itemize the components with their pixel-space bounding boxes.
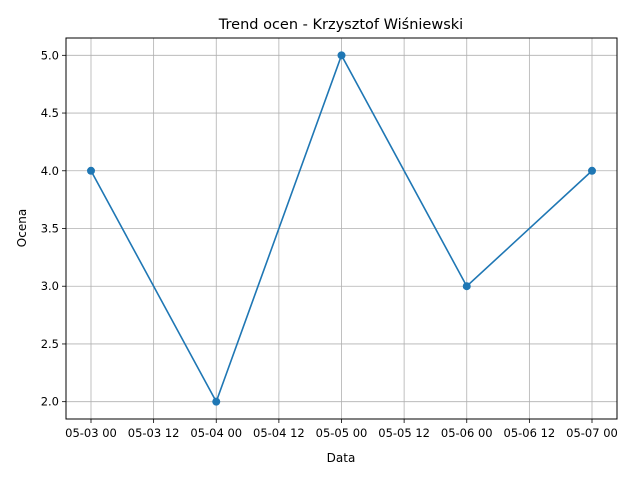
y-tick-label: 2.5 <box>41 337 59 351</box>
x-tick-label: 05-04 12 <box>253 426 305 440</box>
data-point <box>588 166 596 175</box>
grid <box>66 38 617 419</box>
chart-title: Trend ocen - Krzysztof Wiśniewski <box>218 17 463 33</box>
data-point <box>462 282 471 291</box>
y-axis-label: Ocena <box>15 209 29 247</box>
x-tick-label: 05-05 00 <box>316 426 368 440</box>
x-axis-label: Data <box>327 451 356 465</box>
series <box>87 51 596 406</box>
x-tick-label: 05-06 00 <box>441 426 493 440</box>
y-tick-label: 3.0 <box>41 279 59 293</box>
x-tick-label: 05-06 12 <box>504 426 556 440</box>
x-tick-label: 05-03 12 <box>128 426 180 440</box>
y-tick-label: 4.0 <box>41 164 59 178</box>
y-tick-label: 2.0 <box>41 395 59 409</box>
data-point <box>87 166 95 175</box>
x-tick-label: 05-03 00 <box>65 426 117 440</box>
y-tick-label: 4.5 <box>41 106 59 120</box>
data-point <box>212 397 221 406</box>
data-point <box>337 51 346 60</box>
y-tick-label: 3.5 <box>41 222 59 236</box>
y-axis-ticks: 2.0 2.5 3.0 3.5 4.0 4.5 5.0 <box>41 48 66 409</box>
x-tick-label: 05-04 00 <box>190 426 242 440</box>
y-tick-label: 5.0 <box>41 48 59 62</box>
x-tick-label: 05-07 00 <box>566 426 618 440</box>
plot-frame <box>65 37 618 420</box>
x-tick-label: 05-05 12 <box>378 426 430 440</box>
x-axis-ticks: 05-03 00 05-03 12 05-04 00 05-04 12 05-05 00… <box>65 419 618 440</box>
